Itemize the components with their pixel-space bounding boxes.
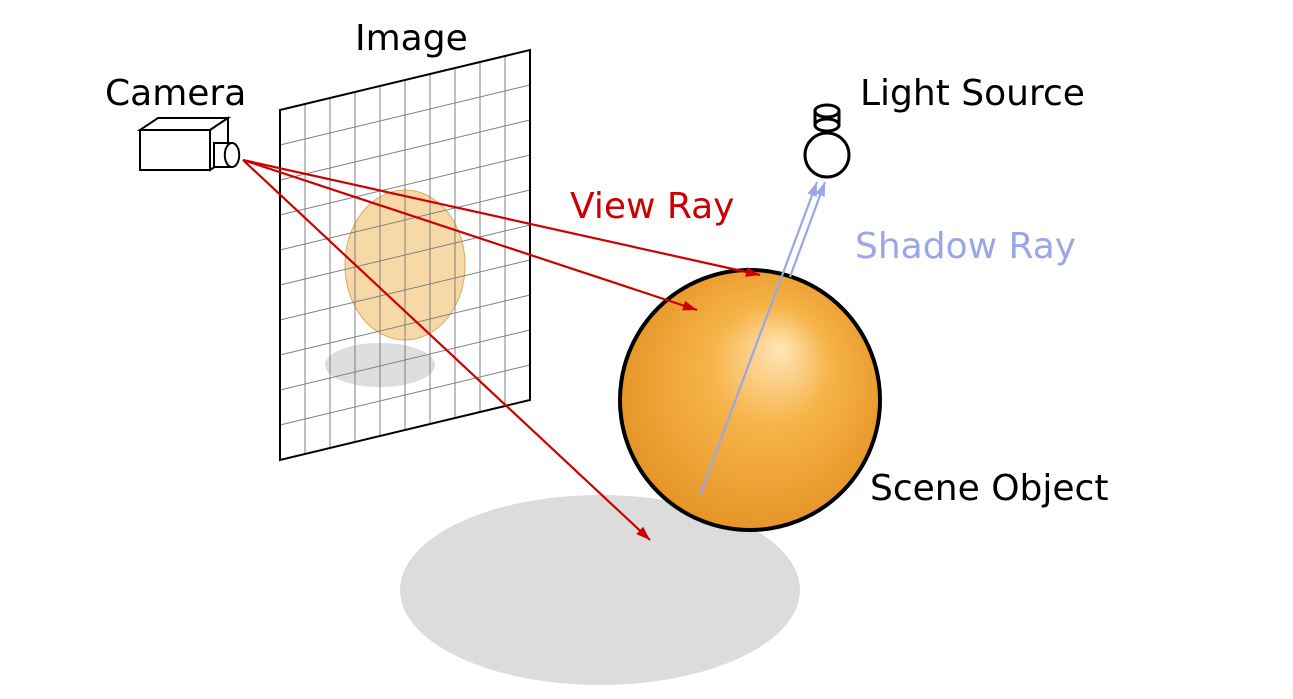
scene-sphere bbox=[620, 270, 880, 530]
label-camera: Camera bbox=[105, 73, 246, 114]
camera-icon bbox=[140, 118, 239, 170]
shadow-ray-0 bbox=[790, 182, 825, 277]
label-shadow-ray: Shadow Ray bbox=[855, 226, 1076, 267]
label-light-source: Light Source bbox=[860, 73, 1085, 114]
view-ray-1 bbox=[243, 160, 697, 310]
label-image: Image bbox=[355, 18, 468, 59]
label-view-ray: View Ray bbox=[570, 186, 734, 227]
light-source-icon bbox=[805, 105, 849, 177]
image-plane bbox=[280, 50, 530, 460]
label-scene-object: Scene Object bbox=[870, 468, 1108, 509]
